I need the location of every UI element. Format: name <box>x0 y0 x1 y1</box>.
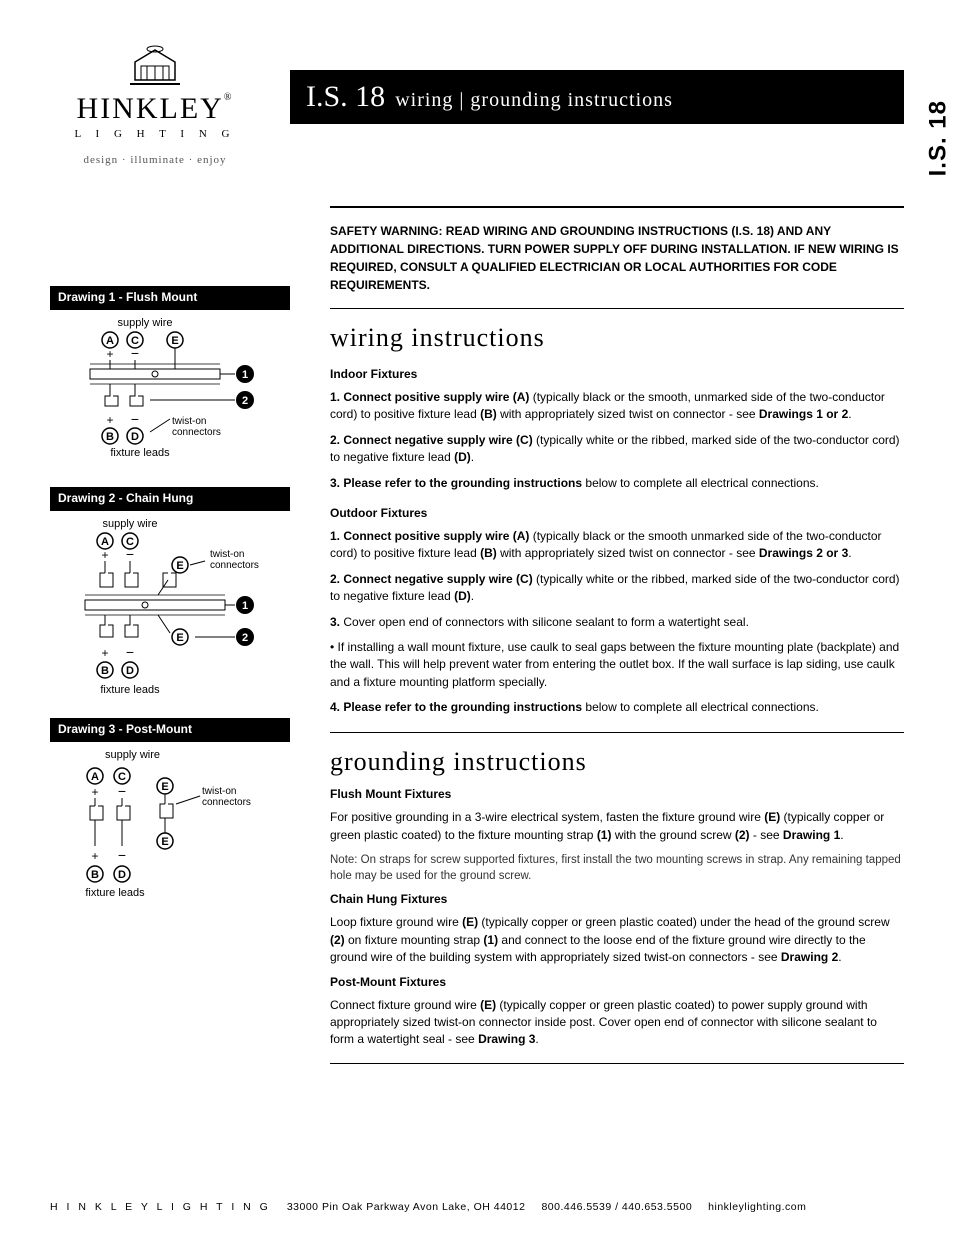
svg-text:A: A <box>91 771 99 783</box>
chain-heading: Chain Hung Fixtures <box>330 892 904 906</box>
side-label: I.S. 18 <box>924 100 952 176</box>
indoor-step-2: 2. Connect negative supply wire (C) (typ… <box>330 432 904 467</box>
svg-text:E: E <box>176 632 183 644</box>
svg-text:twist-on: twist-on <box>202 786 236 797</box>
drawing-3: supply wire A C E +− twist-onconnectors … <box>50 746 280 919</box>
flush-heading: Flush Mount Fixtures <box>330 787 904 801</box>
svg-text:connectors: connectors <box>202 797 251 808</box>
svg-text:1: 1 <box>242 600 248 612</box>
wiring-title: wiring instructions <box>330 323 904 353</box>
svg-text:fixture leads: fixture leads <box>110 447 170 459</box>
svg-text:+: + <box>106 413 113 427</box>
logo-subtitle: L I G H T I N G <box>50 128 260 140</box>
flush-note: Note: On straps for screw supported fixt… <box>330 852 904 884</box>
svg-text:+: + <box>106 347 113 361</box>
svg-text:fixture leads: fixture leads <box>100 684 160 696</box>
svg-text:D: D <box>118 869 126 881</box>
svg-text:B: B <box>91 869 99 881</box>
svg-text:1: 1 <box>242 369 248 381</box>
instructions-column: SAFETY WARNING: READ WIRING AND GROUNDIN… <box>330 206 904 1064</box>
drawing-2-title: Drawing 2 - Chain Hung <box>50 487 290 510</box>
svg-text:C: C <box>118 771 126 783</box>
svg-text:D: D <box>126 665 134 677</box>
svg-text:fixture leads: fixture leads <box>85 887 145 899</box>
svg-text:A: A <box>106 335 114 347</box>
title-text: wiring | grounding instructions <box>395 89 673 112</box>
svg-text:−: − <box>131 345 139 361</box>
drawing-2: supply wire A C +− E twist-onconnectors … <box>50 515 280 708</box>
footer-web: hinkleylighting.com <box>708 1201 806 1213</box>
title-code: I.S. 18 <box>306 80 385 114</box>
indoor-step-3: 3. Please refer to the grounding instruc… <box>330 475 904 492</box>
svg-text:E: E <box>171 335 178 347</box>
outdoor-step-bullet: • If installing a wall mount fixture, us… <box>330 639 904 691</box>
svg-text:−: − <box>126 644 134 660</box>
safety-warning: SAFETY WARNING: READ WIRING AND GROUNDIN… <box>330 222 904 294</box>
svg-text:twist-on: twist-on <box>210 549 244 560</box>
logo-block: HINKLEY® L I G H T I N G design · illumi… <box>50 40 260 166</box>
outdoor-heading: Outdoor Fixtures <box>330 506 904 520</box>
grounding-title: grounding instructions <box>330 747 904 777</box>
outdoor-step-3: 3.3. Cover open end of connectors with s… <box>330 614 904 631</box>
svg-text:E: E <box>161 836 168 848</box>
svg-text:supply wire: supply wire <box>105 749 160 761</box>
drawing-1: supply wire A C E +− 1 2 +− B <box>50 314 280 477</box>
svg-text:connectors: connectors <box>172 427 221 438</box>
svg-text:B: B <box>101 665 109 677</box>
svg-text:twist-on: twist-on <box>172 416 206 427</box>
indoor-step-1: 1. Connect positive supply wire (A) (typ… <box>330 389 904 424</box>
footer: H I N K L E Y L I G H T I N G 33000 Pin … <box>50 1201 904 1213</box>
svg-text:−: − <box>118 783 126 799</box>
title-bar: I.S. 18 wiring | grounding instructions <box>290 70 904 124</box>
outdoor-step-2: 2. Connect negative supply wire (C) (typ… <box>330 571 904 606</box>
logo-icon <box>125 40 185 90</box>
svg-text:A: A <box>101 536 109 548</box>
svg-text:connectors: connectors <box>210 560 259 571</box>
chain-text: Loop fixture ground wire (E) (typically … <box>330 914 904 966</box>
svg-text:−: − <box>126 546 134 562</box>
drawing-3-title: Drawing 3 - Post-Mount <box>50 718 290 741</box>
post-heading: Post-Mount Fixtures <box>330 975 904 989</box>
footer-address: 33000 Pin Oak Parkway Avon Lake, OH 4401… <box>287 1201 526 1213</box>
logo-tagline: design · illuminate · enjoy <box>50 154 260 166</box>
svg-text:E: E <box>176 560 183 572</box>
svg-text:D: D <box>131 431 139 443</box>
post-text: Connect fixture ground wire (E) (typical… <box>330 997 904 1049</box>
flush-text: For positive grounding in a 3-wire elect… <box>330 809 904 844</box>
svg-text:2: 2 <box>242 632 248 644</box>
d1-supply-label: supply wire <box>117 317 172 329</box>
svg-text:+: + <box>91 785 98 799</box>
svg-text:2: 2 <box>242 395 248 407</box>
diagrams-column: Drawing 1 - Flush Mount supply wire A C … <box>50 206 290 1064</box>
svg-text:+: + <box>101 646 108 660</box>
outdoor-step-1: 1. Connect positive supply wire (A) (typ… <box>330 528 904 563</box>
footer-phone: 800.446.5539 / 440.653.5500 <box>541 1201 692 1213</box>
drawing-1-title: Drawing 1 - Flush Mount <box>50 286 290 309</box>
svg-text:supply wire: supply wire <box>102 518 157 530</box>
footer-company: H I N K L E Y L I G H T I N G <box>50 1201 271 1213</box>
svg-text:−: − <box>131 411 139 427</box>
svg-text:+: + <box>91 849 98 863</box>
indoor-heading: Indoor Fixtures <box>330 367 904 381</box>
svg-text:−: − <box>118 847 126 863</box>
svg-text:E: E <box>161 781 168 793</box>
svg-text:B: B <box>106 431 114 443</box>
logo-name: HINKLEY® <box>50 92 260 126</box>
outdoor-step-4: 4. Please refer to the grounding instruc… <box>330 699 904 716</box>
svg-text:+: + <box>101 548 108 562</box>
